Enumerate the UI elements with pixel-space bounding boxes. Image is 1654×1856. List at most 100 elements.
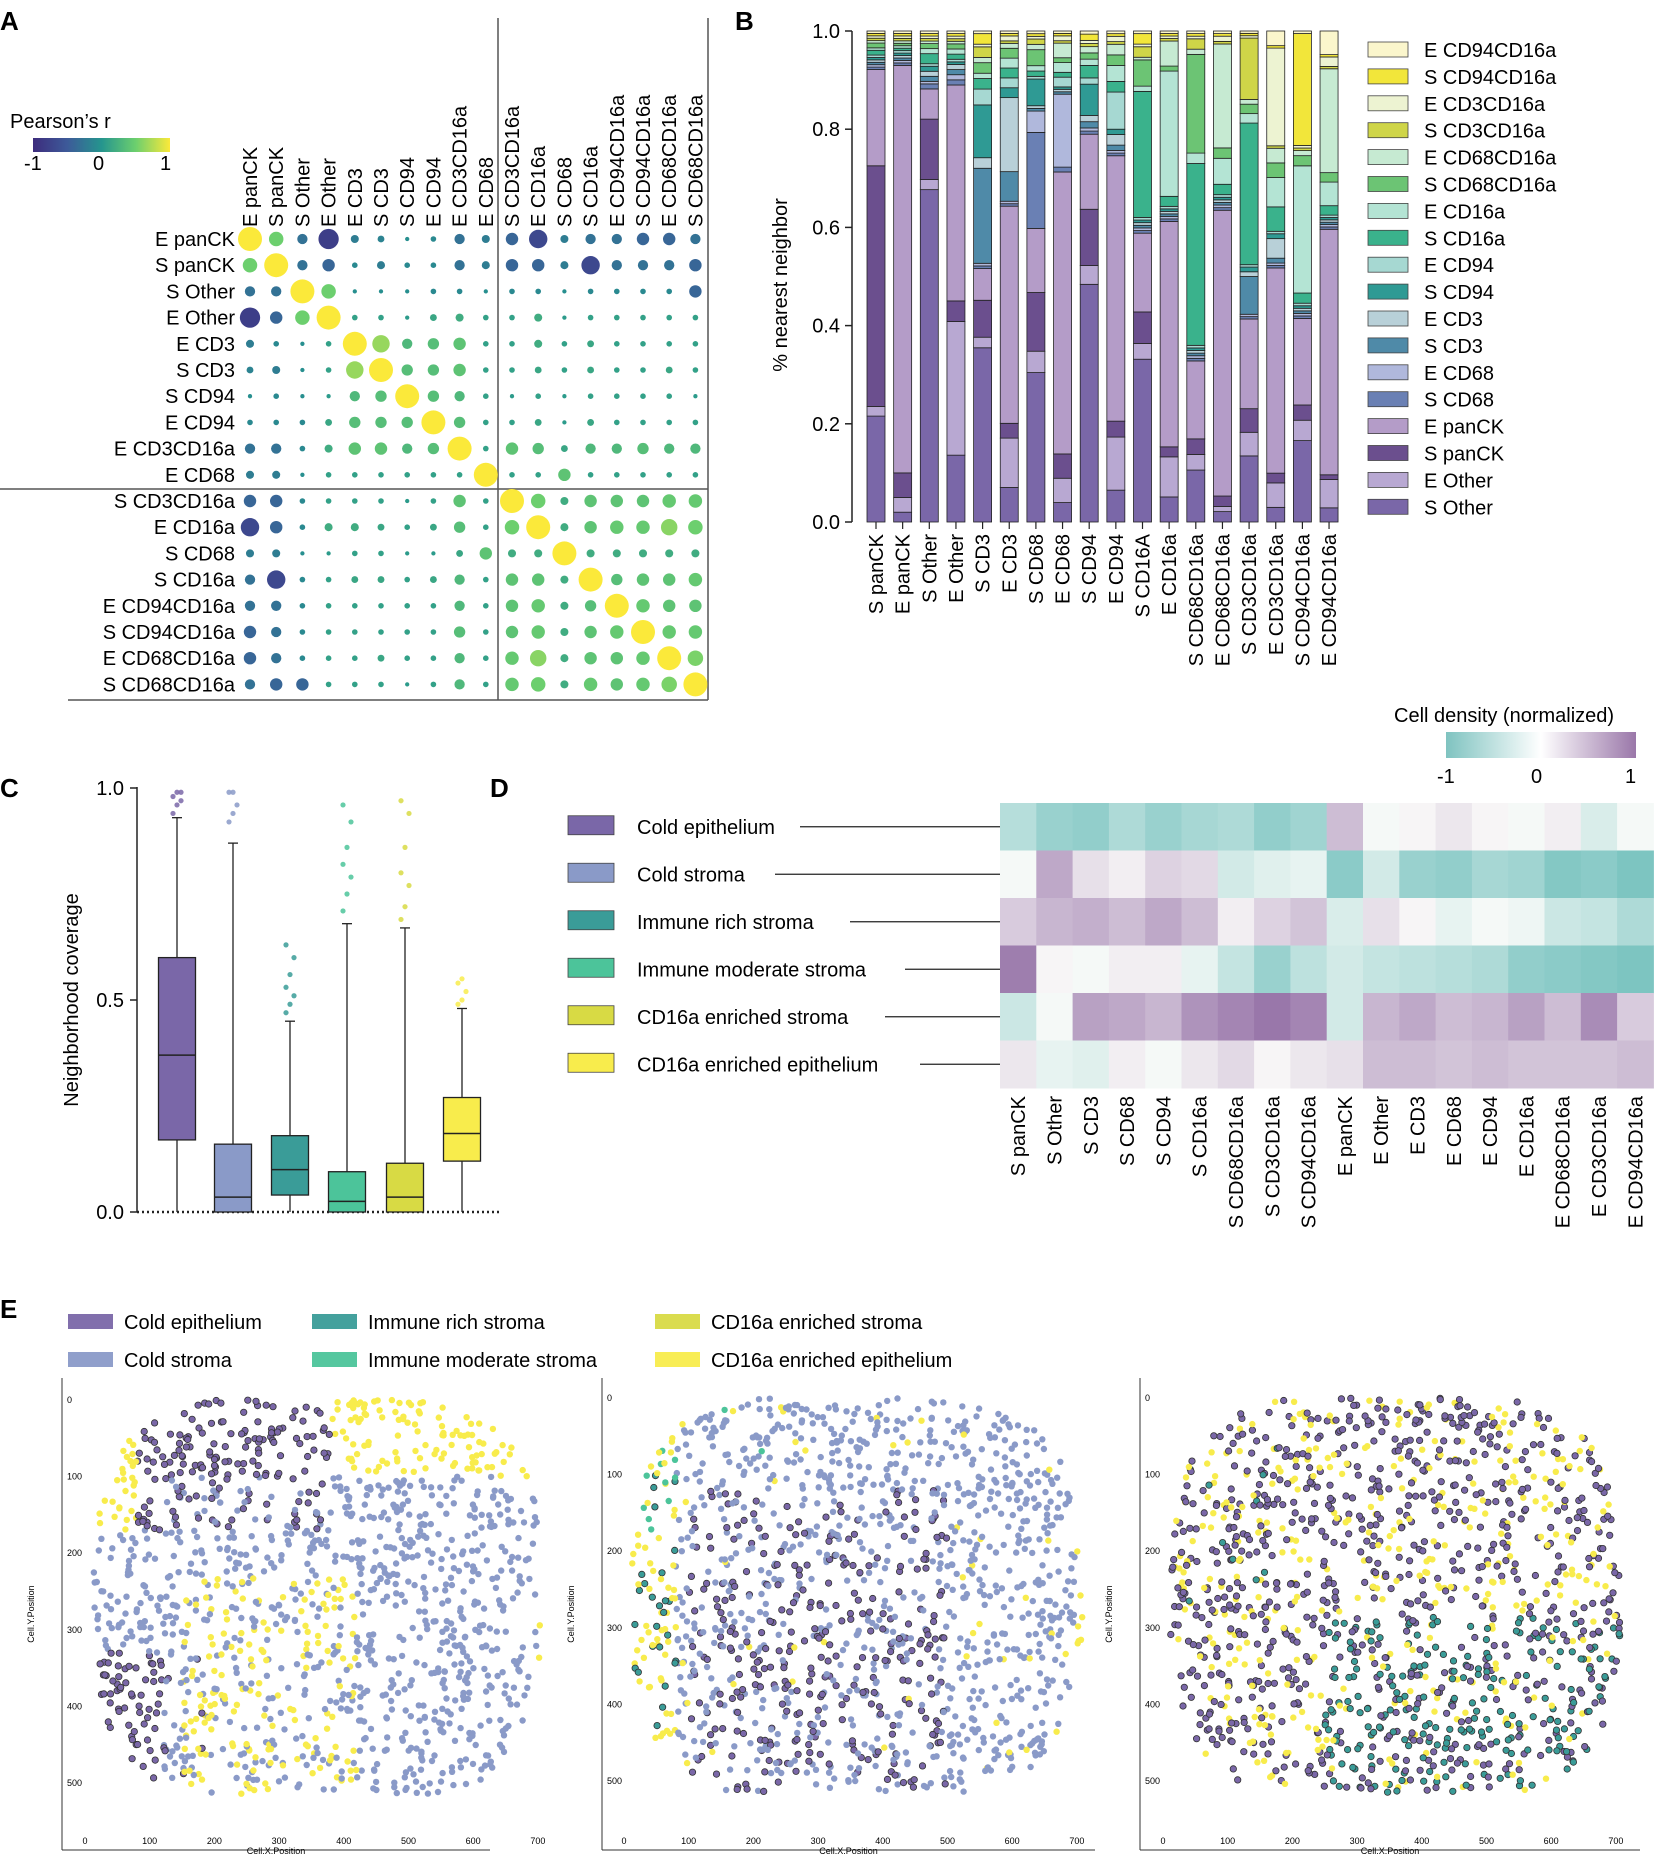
e-point-cold-epithelium xyxy=(888,1730,897,1738)
e-point-cd16a-enriched-epithelium xyxy=(1290,1398,1298,1406)
e-point-cd16a-enriched-epithelium xyxy=(497,1472,504,1479)
e-point-cd16a-enriched-epithelium xyxy=(291,1716,299,1724)
e-point-cold-stroma xyxy=(999,1630,1006,1637)
e-point-cold-stroma xyxy=(940,1491,948,1499)
e-point-cold-epithelium xyxy=(1245,1551,1253,1559)
e-point-cd16a-enriched-epithelium xyxy=(351,1399,358,1407)
e-point-cold-epithelium xyxy=(1448,1766,1456,1774)
e-point-cold-epithelium xyxy=(1357,1548,1365,1556)
e-point-cold-epithelium xyxy=(1435,1446,1444,1454)
e-point-cold-stroma xyxy=(469,1568,477,1575)
e-point-immune-rich-stroma xyxy=(1516,1777,1525,1785)
e-point-cold-stroma xyxy=(886,1517,893,1524)
b-bar-e-cd3-s-cd68cd16a xyxy=(999,47,1019,59)
a-dot-r17-c16 xyxy=(661,676,677,693)
e-point-cold-epithelium xyxy=(153,1446,161,1454)
e-point-cd16a-enriched-epithelium xyxy=(1307,1692,1315,1699)
e-point-cold-epithelium xyxy=(1431,1507,1439,1515)
a-dot-r9-c12 xyxy=(558,468,571,482)
e-point-cold-stroma xyxy=(1013,1549,1020,1556)
e-point-cold-epithelium xyxy=(219,1418,227,1426)
c-outlier-cold-epithelium-0 xyxy=(170,810,176,817)
e-point-immune-rich-stroma xyxy=(1439,1650,1448,1659)
e-point-cd16a-enriched-epithelium xyxy=(523,1473,530,1480)
e-point-cd16a-enriched-epithelium xyxy=(1181,1606,1189,1613)
e-point-cold-stroma xyxy=(427,1559,435,1566)
e-point-cold-stroma xyxy=(364,1484,371,1492)
e-point-cold-stroma xyxy=(482,1752,490,1759)
e-point-cold-stroma xyxy=(163,1678,170,1685)
e-point-cold-epithelium xyxy=(819,1720,827,1728)
a-dot-r11-c1 xyxy=(269,520,283,534)
d-row-swatch-cold-stroma xyxy=(567,862,615,883)
e-point-cd16a-enriched-epithelium xyxy=(1432,1599,1439,1607)
e-point-cold-epithelium xyxy=(128,1755,136,1763)
a-dot-r13-c4 xyxy=(351,576,359,584)
e-point-cold-epithelium xyxy=(1256,1501,1264,1509)
b-bar-e-cd68cd16a-s-other xyxy=(1213,511,1232,523)
e-point-cold-stroma xyxy=(371,1661,378,1668)
e-point-cold-stroma xyxy=(712,1579,719,1586)
e-point-cold-stroma xyxy=(909,1729,916,1736)
e-point-cold-epithelium xyxy=(269,1403,277,1411)
e-point-cold-stroma xyxy=(448,1581,456,1589)
e-point-cold-stroma xyxy=(703,1703,710,1710)
e-point-cd16a-enriched-epithelium xyxy=(230,1708,238,1715)
b-legend-swatch-e-cd3 xyxy=(1367,310,1409,327)
a-row-label-s-panck: S panCK xyxy=(155,255,236,277)
e-point-cold-epithelium xyxy=(867,1700,876,1708)
e-point-cold-stroma xyxy=(391,1779,398,1786)
e-point-cold-stroma xyxy=(941,1774,948,1781)
c-outlier-immune-rich-stroma-5 xyxy=(291,955,297,961)
e-point-cold-epithelium xyxy=(1429,1762,1437,1770)
a-dot-r13-c0 xyxy=(244,574,256,585)
e-point-cd16a-enriched-epithelium xyxy=(1079,1614,1086,1621)
e-point-cold-epithelium xyxy=(1484,1773,1492,1781)
e-point-cold-epithelium xyxy=(1498,1478,1506,1486)
e-point-cold-stroma xyxy=(117,1532,124,1539)
e-point-cold-stroma xyxy=(856,1445,864,1452)
e-point-cold-epithelium xyxy=(1425,1410,1433,1419)
e-point-cold-epithelium xyxy=(1440,1437,1448,1445)
d-cell-r0-c16 xyxy=(1580,803,1618,851)
e-point-cold-epithelium xyxy=(1285,1664,1293,1672)
e-point-cold-stroma xyxy=(457,1764,465,1771)
e-point-cold-stroma xyxy=(137,1599,144,1607)
e-point-cold-stroma xyxy=(416,1634,423,1641)
e-point-cold-stroma xyxy=(970,1491,978,1498)
b-xtick-label-s-cd3: S CD3 xyxy=(973,534,995,593)
e-point-cd16a-enriched-epithelium xyxy=(1204,1460,1211,1467)
a-col-label-e-other: E Other xyxy=(319,158,341,227)
d-cell-r5-c0 xyxy=(1000,1040,1037,1089)
e-point-cold-stroma xyxy=(373,1760,381,1768)
e-point-cold-epithelium xyxy=(789,1599,798,1607)
e-point-cold-stroma xyxy=(151,1555,159,1562)
b-bar-e-other-s-cd68cd16a xyxy=(946,43,966,50)
e-point-cold-stroma xyxy=(420,1585,427,1592)
e-point-cd16a-enriched-epithelium xyxy=(657,1733,665,1740)
b-bar-e-cd3-s-cd16a xyxy=(999,67,1019,79)
e-point-cold-stroma xyxy=(926,1742,933,1750)
b-bar-s-panck-s-panck xyxy=(866,165,886,407)
e-point-cd16a-enriched-epithelium xyxy=(670,1586,678,1594)
a-dot-r16-c10 xyxy=(505,651,519,665)
e-point-cold-epithelium xyxy=(182,1443,190,1451)
e-point-cd16a-enriched-epithelium xyxy=(243,1780,250,1788)
b-bar-e-cd68cd16a-s-panck xyxy=(1213,495,1232,507)
e-panel-3-ylabel: Cell.Y.Position xyxy=(1104,1585,1114,1642)
e-point-cd16a-enriched-epithelium xyxy=(348,1455,355,1463)
e-point-cold-stroma xyxy=(872,1561,879,1568)
e-point-cold-stroma xyxy=(481,1665,488,1673)
e-point-cold-epithelium xyxy=(1591,1469,1599,1477)
e-point-cold-epithelium xyxy=(128,1736,136,1744)
b-bar-e-cd94cd16a-e-other xyxy=(1319,479,1339,509)
e-point-cold-stroma xyxy=(812,1766,820,1774)
e-point-cold-stroma xyxy=(198,1474,205,1482)
e-point-cold-stroma xyxy=(358,1580,365,1588)
e-point-cold-stroma xyxy=(354,1590,361,1597)
e-point-cold-stroma xyxy=(822,1606,830,1613)
e-point-cold-epithelium xyxy=(850,1589,859,1597)
e-point-cold-epithelium xyxy=(800,1529,809,1537)
e-point-cold-stroma xyxy=(357,1693,364,1700)
e-point-cold-stroma xyxy=(829,1458,836,1465)
